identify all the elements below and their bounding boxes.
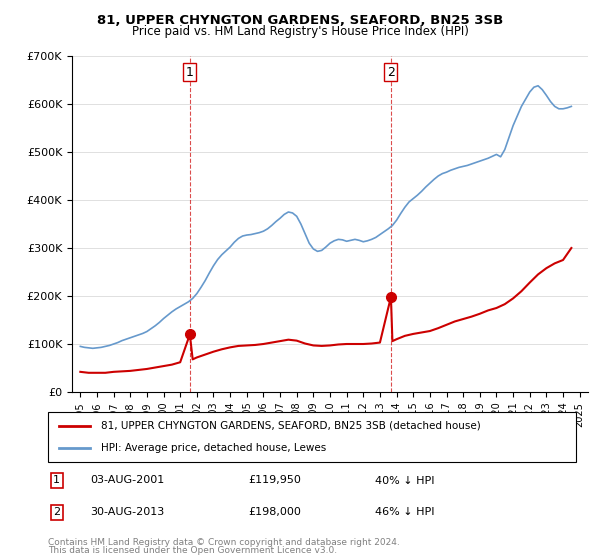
Text: 30-AUG-2013: 30-AUG-2013 [90, 507, 164, 517]
Text: Price paid vs. HM Land Registry's House Price Index (HPI): Price paid vs. HM Land Registry's House … [131, 25, 469, 38]
Text: HPI: Average price, detached house, Lewes: HPI: Average price, detached house, Lewe… [101, 443, 326, 453]
Text: 03-AUG-2001: 03-AUG-2001 [90, 475, 164, 486]
Text: This data is licensed under the Open Government Licence v3.0.: This data is licensed under the Open Gov… [48, 546, 337, 555]
Text: Contains HM Land Registry data © Crown copyright and database right 2024.: Contains HM Land Registry data © Crown c… [48, 538, 400, 547]
Text: £119,950: £119,950 [248, 475, 302, 486]
Text: 81, UPPER CHYNGTON GARDENS, SEAFORD, BN25 3SB: 81, UPPER CHYNGTON GARDENS, SEAFORD, BN2… [97, 14, 503, 27]
Text: 40% ↓ HPI: 40% ↓ HPI [376, 475, 435, 486]
FancyBboxPatch shape [48, 412, 576, 462]
Text: 2: 2 [387, 66, 395, 78]
Text: 46% ↓ HPI: 46% ↓ HPI [376, 507, 435, 517]
Text: 1: 1 [53, 475, 60, 486]
Text: 1: 1 [186, 66, 194, 78]
Text: 2: 2 [53, 507, 61, 517]
Text: £198,000: £198,000 [248, 507, 302, 517]
Text: 81, UPPER CHYNGTON GARDENS, SEAFORD, BN25 3SB (detached house): 81, UPPER CHYNGTON GARDENS, SEAFORD, BN2… [101, 421, 481, 431]
